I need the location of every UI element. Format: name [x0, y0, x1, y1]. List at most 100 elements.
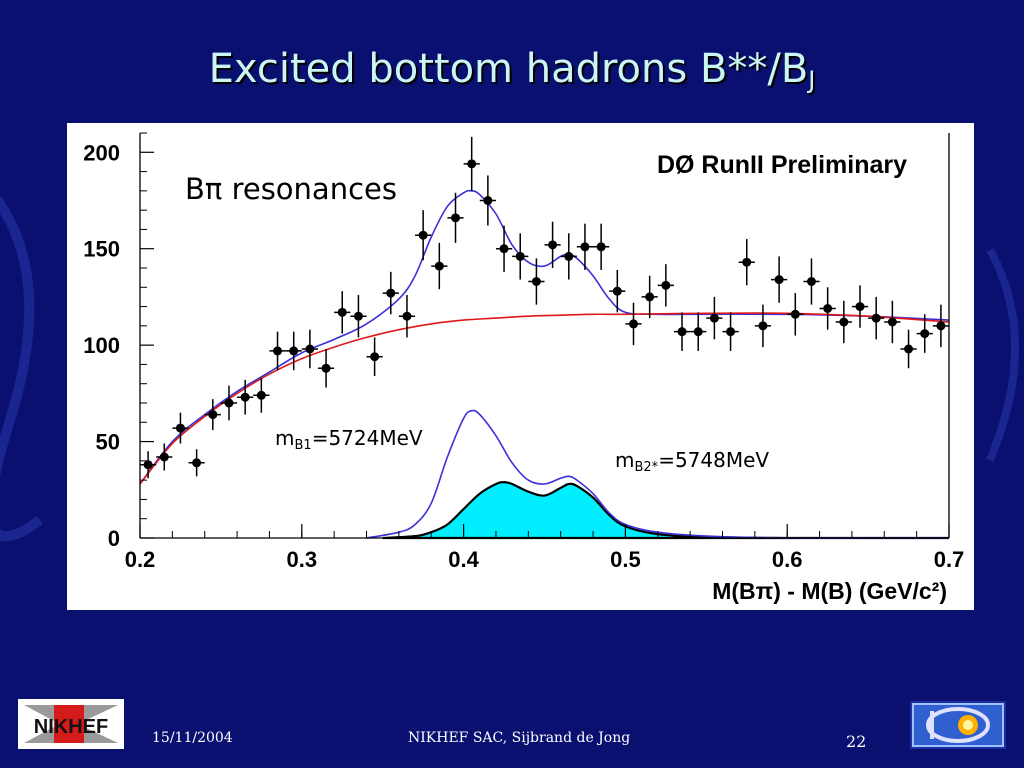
data-point	[609, 269, 626, 313]
data-point	[884, 300, 901, 344]
point-marker	[855, 302, 865, 312]
x-axis-label: M(Bπ) - M(B) (GeV/c²)	[712, 578, 947, 604]
data-point	[641, 275, 658, 319]
point-marker	[434, 261, 444, 271]
data-point	[803, 258, 820, 305]
point-marker	[693, 327, 703, 337]
point-marker	[645, 292, 655, 302]
signal-filled-area	[382, 480, 949, 540]
data-point	[350, 295, 367, 338]
b2-mass-label: mB2*=5748MeV	[615, 448, 769, 475]
data-point	[657, 264, 674, 307]
data-point	[317, 349, 335, 388]
point-marker	[936, 321, 946, 331]
point-marker	[887, 317, 897, 327]
data-point	[754, 304, 772, 348]
data-point	[398, 295, 416, 338]
data-point	[560, 233, 577, 280]
x-tick-label: 0.4	[448, 547, 479, 572]
data-point	[366, 337, 383, 376]
data-point	[334, 291, 351, 334]
point-marker	[483, 196, 493, 205]
data-point	[771, 256, 788, 303]
data-point	[463, 136, 480, 191]
data-point	[576, 223, 594, 270]
point-marker	[418, 230, 428, 240]
data-point	[495, 225, 513, 272]
footer-center-text: NIKHEF SAC, Sijbrand de Jong	[408, 730, 631, 746]
point-marker	[289, 346, 299, 356]
data-point	[868, 296, 885, 340]
point-marker	[175, 423, 185, 433]
y-tick-label: 150	[83, 237, 120, 262]
x-tick-label: 0.2	[125, 547, 156, 572]
point-marker	[337, 307, 347, 317]
data-point	[835, 300, 852, 344]
data-point	[269, 331, 286, 371]
plot-frame: 0 50 100 150 200 0.2 0.3 0.4 0.5 0.6 0.7 DØ RunII …	[67, 123, 974, 610]
data-point	[172, 412, 189, 444]
point-marker	[515, 251, 525, 261]
data-point	[787, 293, 804, 336]
point-marker	[273, 346, 283, 356]
data-point	[237, 379, 254, 415]
point-marker	[823, 304, 833, 313]
data-point	[140, 451, 157, 479]
point-marker	[370, 352, 380, 362]
data-point	[593, 223, 610, 270]
point-marker	[402, 311, 412, 321]
data-point	[738, 239, 755, 286]
data-point	[528, 258, 545, 305]
data-point	[253, 377, 270, 413]
point-marker	[564, 251, 574, 261]
point-marker	[871, 313, 881, 323]
x-tick-label: 0.5	[610, 547, 641, 572]
point-marker	[742, 257, 752, 267]
point-marker	[353, 311, 363, 321]
point-marker	[321, 363, 331, 373]
bpi-resonances-label: Bπ resonances	[185, 172, 397, 206]
histogram-plot: 0 50 100 150 200 0.2 0.3 0.4 0.5 0.6 0.7 DØ RunII …	[83, 132, 964, 604]
data-point	[544, 221, 561, 268]
svg-text:NIKHEF: NIKHEF	[34, 716, 108, 738]
point-marker	[256, 390, 266, 400]
x-tick-label: 0.6	[772, 547, 803, 572]
y-tick-label: 200	[83, 140, 120, 165]
data-point	[819, 287, 836, 330]
data-point	[415, 210, 432, 261]
point-marker	[159, 452, 169, 462]
point-marker	[806, 277, 816, 286]
point-marker	[143, 460, 153, 470]
data-point	[156, 443, 173, 471]
nikhef-logo: NIKHEF	[18, 699, 124, 749]
point-marker	[548, 240, 558, 250]
x-tick-label: 0.3	[287, 547, 318, 572]
data-point	[431, 242, 448, 290]
point-marker	[774, 275, 784, 285]
data-point	[900, 329, 917, 369]
point-marker	[499, 244, 509, 254]
point-marker	[758, 321, 768, 331]
y-tick-label: 0	[108, 526, 120, 551]
footer-date: 15/11/2004	[152, 730, 233, 746]
y-tick-label: 100	[83, 333, 120, 358]
data-point	[382, 271, 399, 315]
signal-total-curve	[366, 409, 949, 539]
point-marker	[305, 344, 315, 354]
data-point	[625, 302, 642, 346]
data-point	[932, 304, 949, 348]
point-marker	[451, 213, 461, 223]
point-marker	[839, 317, 849, 327]
data-point	[447, 192, 464, 243]
b1-mass-label: mB1=5724MeV	[275, 426, 423, 453]
point-marker	[208, 410, 218, 420]
data-point	[204, 399, 221, 430]
data-point	[188, 449, 205, 477]
data-point	[916, 314, 933, 353]
point-marker	[920, 329, 930, 339]
data-point	[673, 312, 691, 351]
point-marker	[386, 288, 396, 298]
point-marker	[240, 392, 250, 402]
point-marker	[224, 398, 234, 408]
point-marker	[596, 242, 606, 252]
